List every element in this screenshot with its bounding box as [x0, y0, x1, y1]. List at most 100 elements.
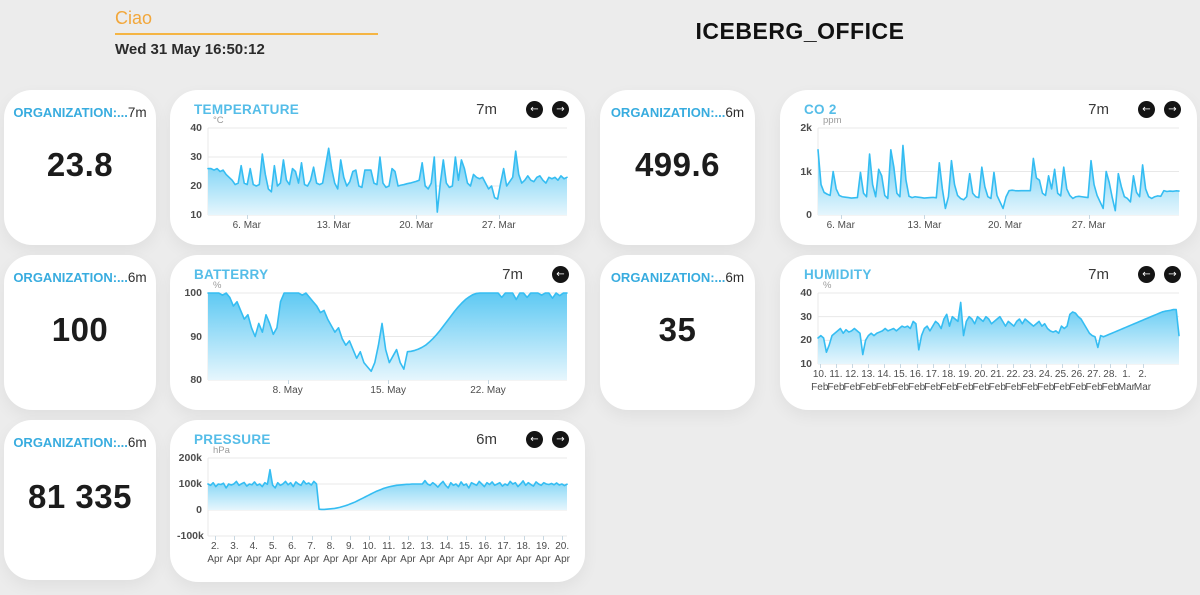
- x-axis-tick-label: 10. Apr: [361, 541, 378, 565]
- arrow-left-icon: ←: [1142, 268, 1151, 280]
- x-axis-tick-label: 20. Feb: [972, 369, 990, 393]
- x-axis-tick-label: 2. Apr: [207, 541, 223, 565]
- stat-card-value: 35: [658, 310, 697, 348]
- plot-area: 40 30 20 10% 10. Feb 11. Feb 12. Feb 13. Feb 14. Feb 1…: [800, 280, 1179, 393]
- stat-card-label: ORGANIZATION:...: [610, 105, 726, 120]
- y-axis-tick-label: 90: [190, 330, 202, 343]
- x-axis-tick-label: 18. Apr: [515, 541, 532, 565]
- plot-area: 100 90 80% 8. May 15. May 22. May: [184, 280, 567, 396]
- plot-area: 40 30 20 10 °C 6. Mar 13. Mar 20. Mar 27. Mar: [190, 115, 567, 231]
- y-axis-tick-label: 10: [190, 209, 202, 221]
- greeting-text: Ciao: [115, 8, 153, 28]
- x-axis-tick-label: 22. May: [470, 385, 506, 396]
- stat-card-organization-4: ORGANIZATION:... 6m 35: [600, 255, 755, 410]
- y-axis-tick-label: 2k: [800, 122, 812, 134]
- plot-area: 2k 1k 0 ppm 6. Mar 13. Mar 20. Mar 27. Mar: [800, 115, 1179, 231]
- y-axis-tick-label: 40: [190, 122, 202, 134]
- stat-card-period: 6m: [127, 435, 147, 450]
- chart-period-label: 7m: [502, 266, 523, 283]
- y-axis-tick-label: 1k: [800, 165, 812, 178]
- x-axis-tick-label: 16. Apr: [477, 541, 493, 565]
- x-axis-tick-mark: [1045, 364, 1047, 368]
- chart-prev-button[interactable]: ←: [1138, 101, 1155, 118]
- chart-header: HUMIDITY 7m ← →: [780, 255, 1197, 283]
- y-axis-tick-label: 30: [800, 310, 812, 323]
- chart-card-pressure: PRESSURE 6m ← → 200k 100k 0 -100k hPa 2. Apr 3.…: [170, 420, 585, 582]
- y-axis-tick-label: -100k: [177, 530, 204, 542]
- datetime-text: Wed 31 May 16:50:12: [115, 41, 265, 58]
- arrow-left-icon: ←: [556, 268, 565, 280]
- x-axis-tick-label: 3. Apr: [226, 541, 243, 565]
- x-axis-tick-label: 15. May: [370, 385, 406, 396]
- y-axis-tick-label: 100: [184, 287, 202, 299]
- stat-card-period: 6m: [725, 270, 745, 285]
- stat-card-label: ORGANIZATION:...: [13, 105, 128, 120]
- x-axis-tick-label: 18. Feb: [940, 369, 958, 393]
- chart-prev-button[interactable]: ←: [1138, 266, 1155, 283]
- chart-prev-button[interactable]: ←: [552, 266, 569, 283]
- chart-next-button[interactable]: →: [552, 101, 569, 118]
- x-axis-tick-label: 8. May: [272, 385, 303, 396]
- x-axis-tick-label: 20. Apr: [554, 541, 570, 565]
- x-axis-tick-mark: [485, 536, 487, 540]
- stat-card-header: ORGANIZATION:... 6m: [600, 90, 755, 120]
- chart-next-button[interactable]: →: [1164, 101, 1181, 118]
- stat-card-header: ORGANIZATION:... 6m: [4, 420, 156, 450]
- x-axis-tick-mark: [234, 536, 236, 540]
- x-axis-tick-label: 26. Feb: [1069, 369, 1087, 393]
- stat-card-organization-5: ORGANIZATION:... 6m 81 335: [4, 420, 156, 580]
- chart-title: CO 2: [804, 102, 837, 117]
- x-axis-tick-label: 1. Mar: [1117, 369, 1136, 393]
- stat-card-period: 6m: [725, 105, 745, 120]
- x-axis-tick-mark: [388, 380, 390, 384]
- chart-prev-button[interactable]: ←: [526, 431, 543, 448]
- x-axis-tick-mark: [916, 364, 918, 368]
- arrow-right-icon: →: [556, 103, 565, 115]
- x-axis-tick-label: 11. Feb: [827, 369, 845, 393]
- chart-header: CO 2 7m ← →: [780, 90, 1197, 118]
- x-axis-tick-label: 23. Feb: [1020, 369, 1039, 393]
- chart-next-button[interactable]: →: [1164, 266, 1181, 283]
- x-axis-tick-mark: [1126, 364, 1128, 368]
- x-axis-tick-label: 21. Feb: [988, 369, 1006, 393]
- chart-card-battery: BATTERRY 7m ← 100 90 80% 8. May 15. May 22. M…: [170, 255, 585, 410]
- stat-card-value: 81 335: [28, 478, 132, 515]
- x-axis-tick-mark: [407, 536, 409, 540]
- x-axis-tick-mark: [562, 536, 564, 540]
- x-axis-tick-label: 14. Feb: [875, 369, 893, 393]
- x-axis-tick-mark: [215, 536, 217, 540]
- x-axis-tick-mark: [924, 215, 926, 219]
- chart-card-humidity: HUMIDITY 7m ← → 40 30 20 10% 10. Feb 11. Feb 12.…: [780, 255, 1197, 410]
- greeting-underline: [115, 33, 378, 35]
- co2-chart: 2k 1k 0 ppm 6. Mar 13. Mar 20. Mar 27. Mar: [788, 115, 1181, 245]
- x-axis-tick-mark: [333, 215, 335, 219]
- x-axis-tick-label: 7. Apr: [303, 541, 320, 565]
- chart-card-temperature: TEMPERATURE 7m ← → 40 30 20 10 °C 6. Mar 13. M…: [170, 90, 585, 245]
- chart-next-button[interactable]: →: [552, 431, 569, 448]
- x-axis-tick-mark: [852, 364, 854, 368]
- x-axis-tick-mark: [868, 364, 870, 368]
- x-axis-tick-mark: [965, 364, 967, 368]
- x-axis-tick-mark: [997, 364, 999, 368]
- stat-card-label: ORGANIZATION:...: [13, 270, 128, 285]
- arrow-right-icon: →: [556, 433, 565, 445]
- x-axis-tick-mark: [884, 364, 886, 368]
- axis-unit-label: hPa: [213, 445, 230, 456]
- x-axis-tick-mark: [330, 536, 332, 540]
- y-axis-tick-label: 30: [190, 150, 202, 163]
- stat-card-organization-2: ORGANIZATION:... 6m 499.6: [600, 90, 755, 245]
- x-axis-tick-label: 4. Apr: [245, 541, 262, 565]
- axis-unit-label: °C: [213, 115, 224, 126]
- x-axis-tick-label: 6. Mar: [826, 220, 855, 231]
- chart-prev-button[interactable]: ←: [526, 101, 543, 118]
- axis-unit-label: %: [823, 280, 832, 291]
- humidity-chart: 40 30 20 10% 10. Feb 11. Feb 12. Feb 13. Feb 14. Feb 1…: [788, 280, 1181, 410]
- x-axis-tick-label: 20. Mar: [988, 220, 1022, 231]
- stat-card-value: 23.8: [46, 145, 114, 183]
- x-axis-tick-mark: [932, 364, 934, 368]
- chart-svg: [208, 128, 567, 215]
- x-axis-tick-label: 28. Feb: [1101, 369, 1119, 393]
- chart-period-label: 7m: [476, 101, 497, 118]
- x-axis-tick-label: 12. Apr: [400, 541, 416, 565]
- axis-unit-label: ppm: [823, 115, 842, 126]
